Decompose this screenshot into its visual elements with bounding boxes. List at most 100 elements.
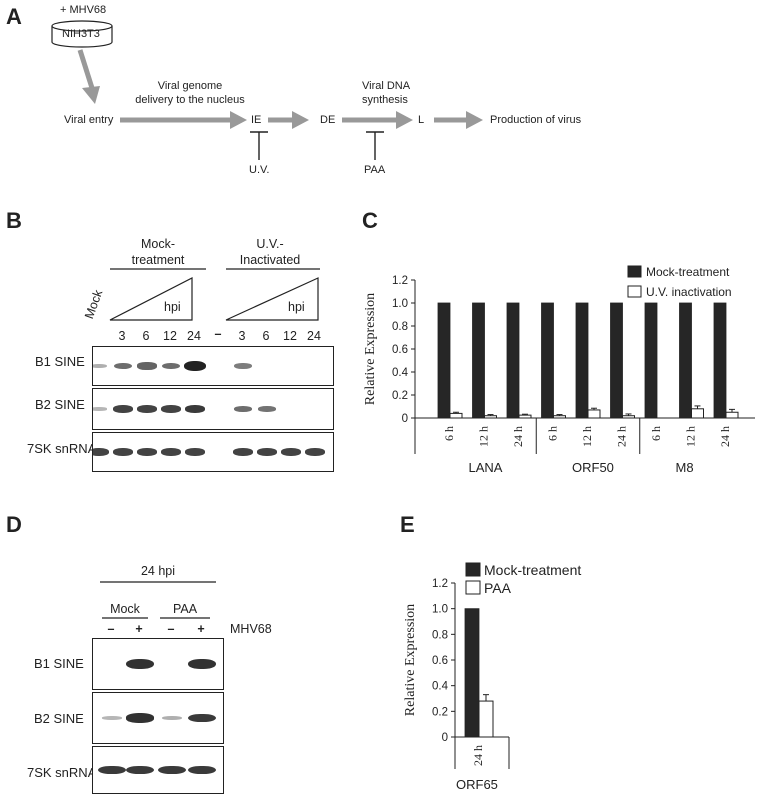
y-tick-label: 0.8 <box>432 629 448 641</box>
band <box>256 448 278 456</box>
band <box>232 448 254 456</box>
band <box>112 448 134 456</box>
bar-series-2 <box>553 415 566 419</box>
hpi-wedge-1 <box>109 277 193 321</box>
paa-inhibitor <box>366 131 384 160</box>
band <box>126 658 154 670</box>
d-row-label-7sk: 7SK snRNA <box>27 765 97 780</box>
bar-series-1 <box>679 302 692 419</box>
group-mock-treatment: Mock- treatment <box>131 237 185 267</box>
y-axis-label: Relative Expression <box>363 293 378 405</box>
row-label-b1: B1 SINE <box>35 354 85 369</box>
uv-inhibitor <box>250 131 268 160</box>
legend-swatch <box>627 285 642 298</box>
bar-series-2 <box>449 412 463 419</box>
group-label: M8 <box>676 460 694 475</box>
band <box>280 448 302 456</box>
bar-series-1 <box>610 302 623 419</box>
blot-d-7sk <box>92 746 224 794</box>
inhibitor-paa-label: PAA <box>364 164 386 176</box>
lane-label: 3 <box>118 329 126 343</box>
legend-swatch <box>465 580 481 595</box>
y-tick-label: 0.4 <box>432 681 449 693</box>
x-tick-label: 24 h <box>615 426 629 447</box>
band <box>137 362 157 370</box>
cell-line-label: NIH3T3 <box>62 28 100 40</box>
d-row-label-b2: B2 SINE <box>34 711 84 726</box>
group-label: ORF65 <box>456 777 498 792</box>
lane-label: 24 <box>307 329 321 343</box>
band <box>233 362 253 369</box>
band <box>257 406 277 412</box>
band <box>93 407 107 411</box>
hpi-label-2: hpi <box>288 300 305 314</box>
x-tick-label: 24 h <box>511 426 525 447</box>
entry-arrow <box>77 49 100 104</box>
step-l: L <box>418 114 425 126</box>
row-label-b2: B2 SINE <box>35 397 85 412</box>
y-tick-label: 0.2 <box>432 706 448 718</box>
bar-series-1 <box>541 302 554 419</box>
band <box>136 405 158 413</box>
d-virus-label: MHV68 <box>230 622 272 636</box>
blot-b-b2 <box>92 388 334 430</box>
band <box>233 406 253 412</box>
y-tick-label: 1.2 <box>392 275 408 287</box>
panel-letter-e: E <box>400 512 415 537</box>
legend-label: U.V. inactivation <box>646 285 732 299</box>
bar-series-1 <box>464 608 480 738</box>
bar-series-2 <box>484 415 497 419</box>
lane-label-dash: – <box>214 327 222 341</box>
band <box>184 361 206 371</box>
chart-c: 0 0.2 0.4 0.6 0.8 1.0 1.2 Relative Expression 6 … <box>363 265 755 475</box>
legend-swatch <box>465 562 481 577</box>
hpi-label-1: hpi <box>164 300 181 314</box>
d-group-paa: PAA <box>172 602 198 616</box>
panel-letter-d: D <box>6 512 22 537</box>
blot-d-b1 <box>92 638 224 690</box>
legend-label: PAA <box>484 580 512 596</box>
step-production: Production of virus <box>490 114 582 126</box>
band <box>188 658 216 670</box>
band <box>93 364 108 368</box>
d-lane-sign: – <box>107 622 115 636</box>
blot-b-7sk <box>92 432 334 472</box>
y-tick-label: 1.0 <box>432 604 448 616</box>
y-tick-label: 1.0 <box>392 298 408 310</box>
blot-d-b2 <box>92 692 224 744</box>
de-l-arrow <box>342 111 413 129</box>
band <box>184 448 206 456</box>
band <box>158 765 186 775</box>
bar-series-1 <box>644 302 658 419</box>
cell-label-top: + MHV68 <box>60 4 107 16</box>
band <box>126 713 154 723</box>
panel-letter-c: C <box>362 208 378 233</box>
l-production-arrow <box>434 111 483 129</box>
band <box>98 765 126 775</box>
d-lane-sign: + <box>197 622 205 636</box>
cell-dish-icon <box>51 20 113 48</box>
x-tick-label: 12 h <box>684 426 698 447</box>
band <box>161 362 181 370</box>
band <box>304 448 326 456</box>
d-lane-sign: – <box>167 622 175 636</box>
group-uv-inactivated: U.V.- Inactivated <box>239 237 301 267</box>
legend-label: Mock-treatment <box>484 562 581 578</box>
chart-e: 0 0.2 0.4 0.6 0.8 1.0 1.2 Relative Expression 24… <box>403 562 581 792</box>
hpi-wedge-2 <box>225 277 319 321</box>
lane-label: 24 <box>187 329 201 343</box>
ie-de-arrow <box>268 111 309 129</box>
band <box>136 448 158 456</box>
step-ie: IE <box>251 114 262 126</box>
y-axis-label: Relative Expression <box>403 604 418 716</box>
d-lane-sign: + <box>135 622 143 636</box>
band <box>188 713 216 723</box>
step-viral-entry: Viral entry <box>64 114 114 126</box>
d-group-mock: Mock <box>110 602 140 616</box>
d-row-label-b1: B1 SINE <box>34 656 84 671</box>
step-delivery: Viral genome delivery to the nucleus <box>135 80 245 106</box>
x-tick-label: 24 h <box>471 745 485 766</box>
x-tick-label: 12 h <box>580 426 594 447</box>
bar-series-2 <box>587 409 601 419</box>
x-tick-label: 24 h <box>718 426 732 447</box>
